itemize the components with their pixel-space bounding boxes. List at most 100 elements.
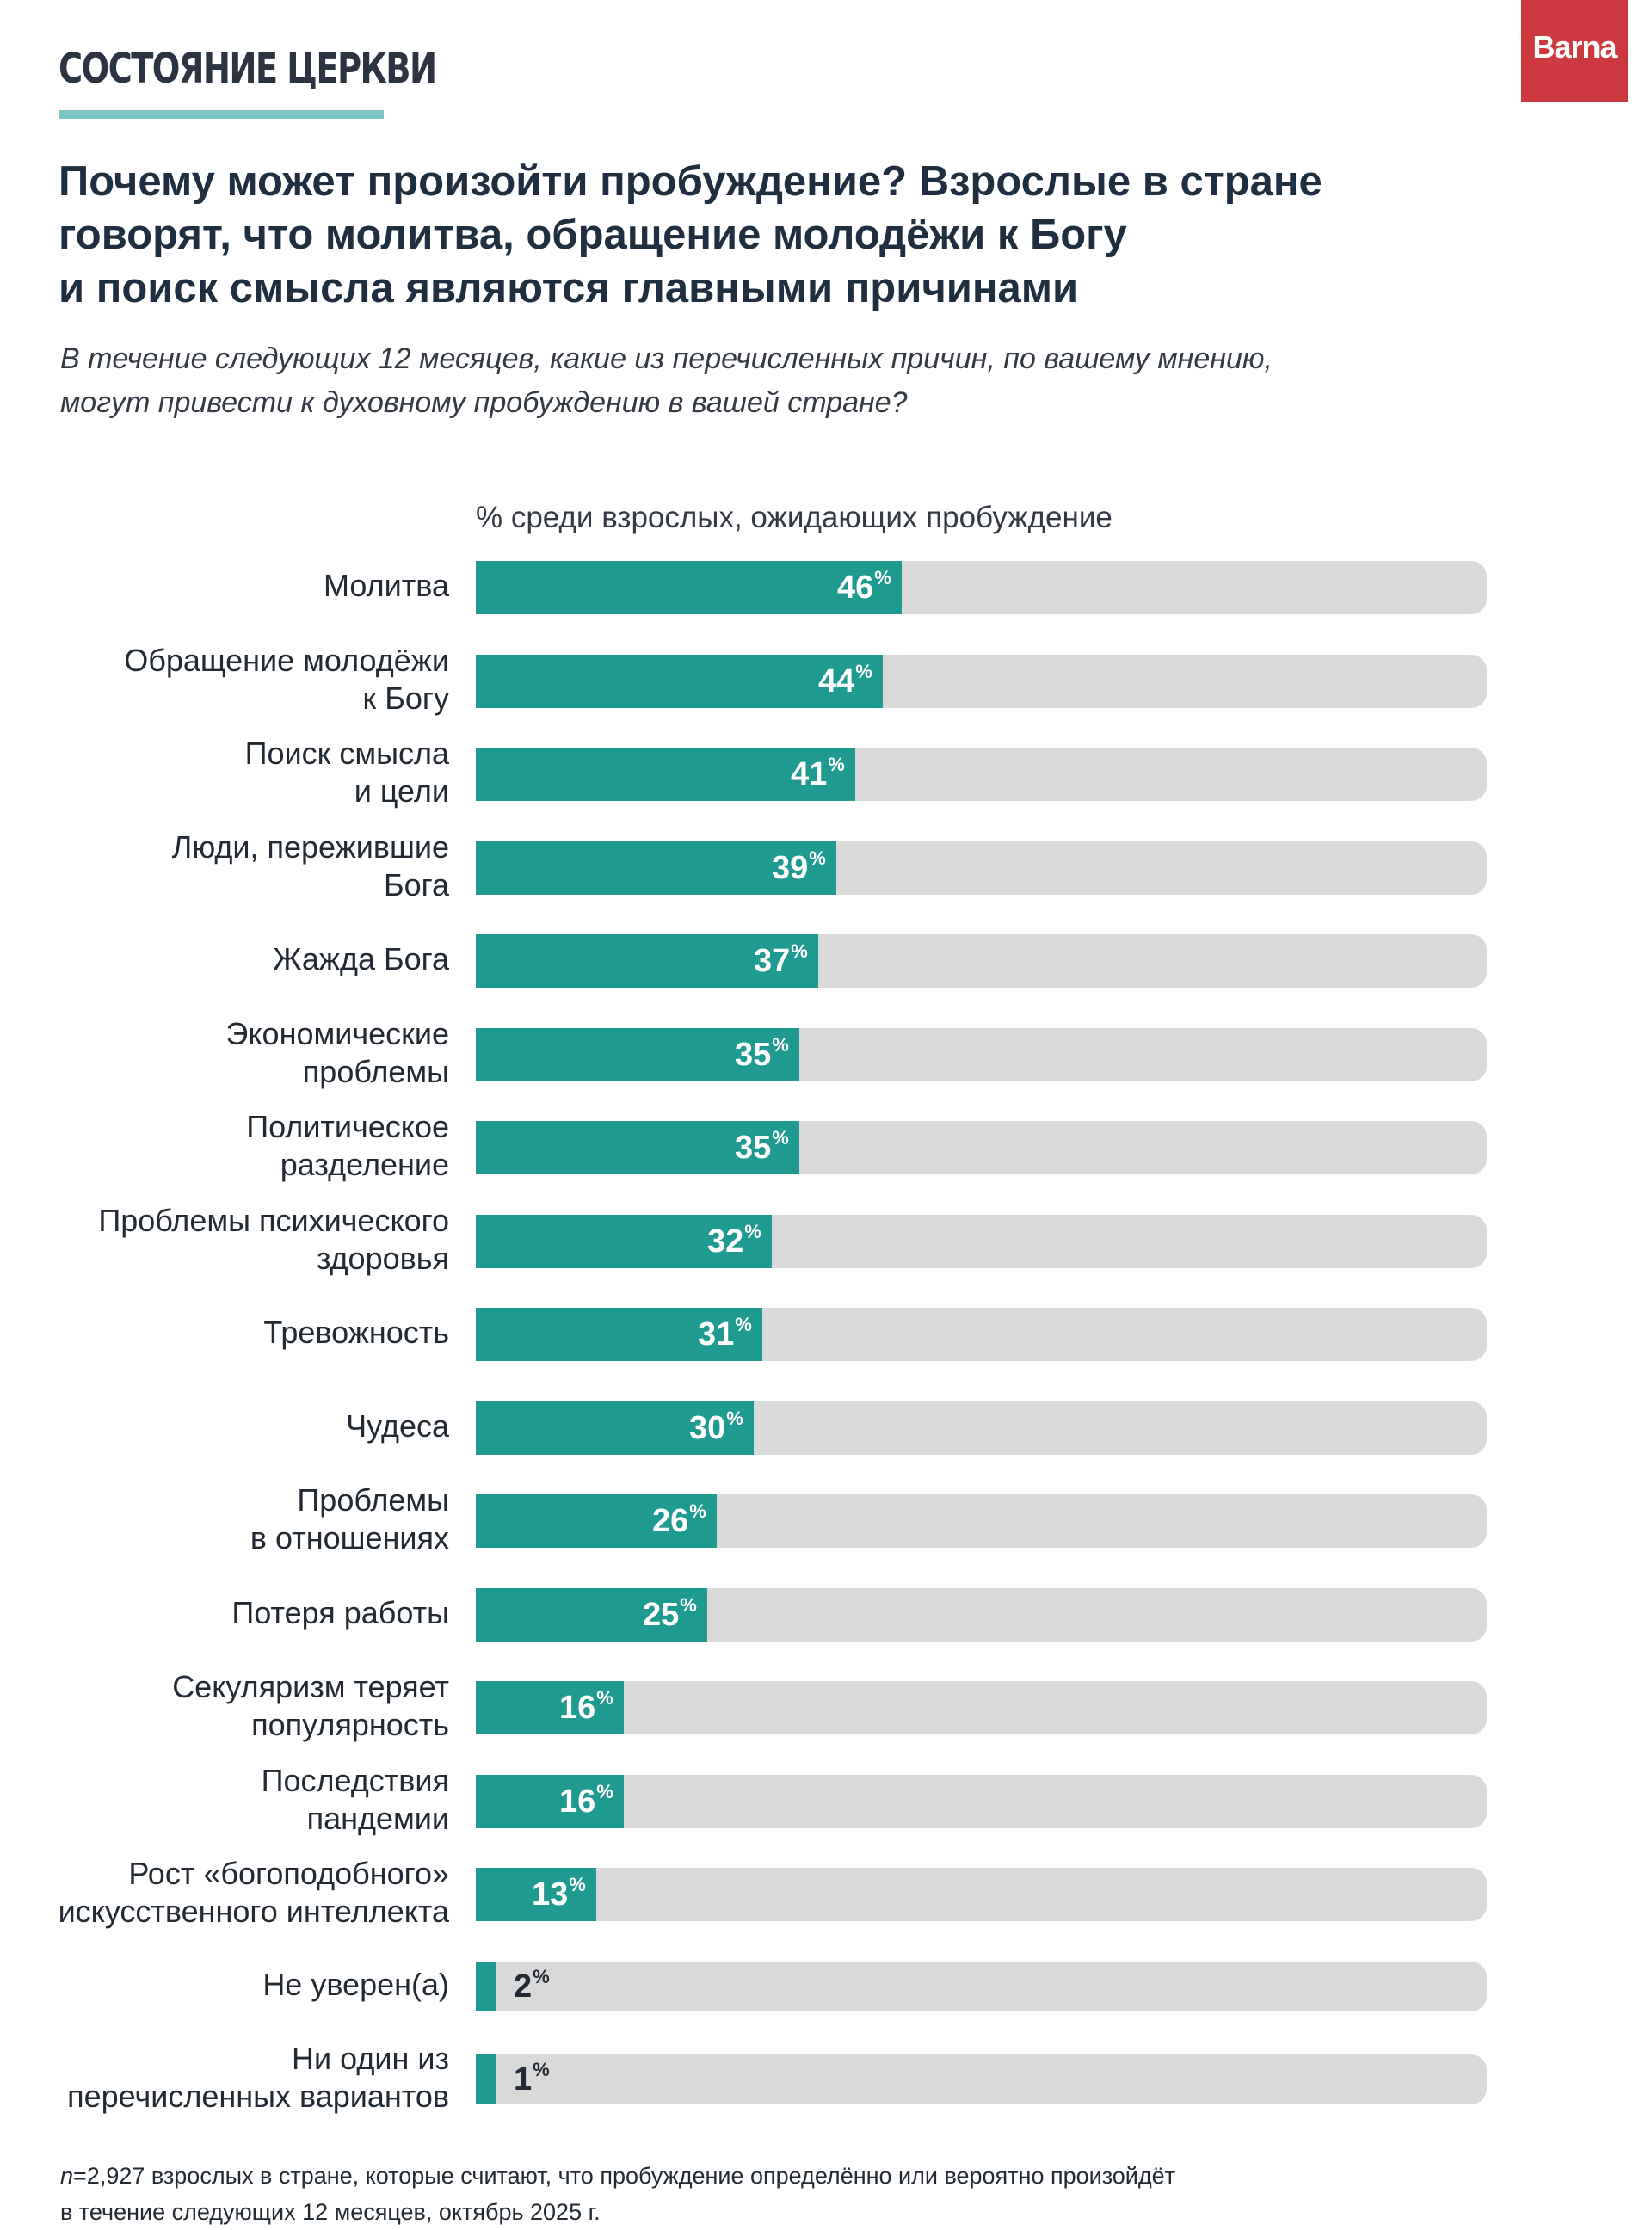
category-label-line: здоровья bbox=[316, 1241, 449, 1276]
data-label-number: 25 bbox=[643, 1597, 680, 1633]
category-label-line: Политическое bbox=[246, 1109, 449, 1144]
bar bbox=[476, 1308, 762, 1361]
sample-footnote: n=2,927 взрослых в стране, которые счита… bbox=[60, 2158, 1523, 2230]
category-label-line: Последствия bbox=[261, 1763, 449, 1798]
data-label-unit: % bbox=[855, 661, 872, 682]
data-label: 30% bbox=[689, 1408, 743, 1447]
category-label-line: искусственного интеллекта bbox=[58, 1894, 449, 1929]
data-label-unit: % bbox=[596, 1781, 613, 1802]
data-label: 37% bbox=[754, 940, 808, 980]
data-label-unit: % bbox=[689, 1500, 706, 1522]
data-label-unit: % bbox=[596, 1687, 613, 1709]
category-label-line: Ни один из bbox=[292, 2041, 449, 2076]
data-label-number: 44 bbox=[818, 663, 855, 699]
data-label: 16% bbox=[559, 1781, 613, 1820]
data-label-unit: % bbox=[533, 2059, 550, 2080]
category-label-line: проблемы bbox=[302, 1054, 449, 1089]
category-label-line: Обращение молодёжи bbox=[124, 643, 449, 678]
data-label-number: 41 bbox=[791, 756, 828, 792]
survey-question: В течение следующих 12 месяцев, какие из… bbox=[60, 337, 1575, 425]
data-label: 16% bbox=[559, 1687, 613, 1727]
bar bbox=[476, 1215, 772, 1268]
bar bbox=[476, 655, 883, 708]
data-label-number: 46 bbox=[837, 570, 874, 606]
data-label: 1% bbox=[514, 2059, 550, 2098]
data-label-number: 13 bbox=[532, 1876, 569, 1913]
data-label-unit: % bbox=[744, 1221, 761, 1242]
data-label: 25% bbox=[643, 1594, 697, 1634]
data-label-number: 37 bbox=[754, 943, 791, 979]
series-tag-underline bbox=[59, 110, 384, 119]
category-label-line: Жажда Бога bbox=[273, 941, 449, 976]
category-label: Проблемы в отношениях bbox=[52, 1482, 449, 1557]
category-label-line: Проблемы психического bbox=[98, 1203, 449, 1238]
title-line: и поиск смысла являются главными причина… bbox=[59, 265, 1079, 311]
data-label-unit: % bbox=[569, 1874, 586, 1895]
bar bbox=[476, 1962, 496, 2011]
bar bbox=[476, 1494, 717, 1548]
data-label: 39% bbox=[772, 847, 826, 887]
footnote-line: в течение следующих 12 месяцев, октябрь … bbox=[60, 2199, 601, 2225]
category-label-line: Проблемы bbox=[297, 1482, 449, 1518]
bar bbox=[476, 934, 818, 988]
category-label-line: популярность bbox=[251, 1707, 449, 1742]
bar bbox=[476, 1775, 624, 1828]
bar bbox=[476, 561, 902, 614]
category-label: Обращение молодёжи к Богу bbox=[52, 642, 449, 718]
category-label-line: Тревожность bbox=[263, 1315, 449, 1350]
title-line: Почему может произойти пробуждение? Взро… bbox=[59, 158, 1322, 205]
category-label-line: Экономические bbox=[225, 1016, 449, 1051]
bar-track bbox=[476, 1868, 1487, 1921]
data-label-number: 32 bbox=[707, 1223, 744, 1260]
data-label: 35% bbox=[735, 1034, 789, 1074]
category-label-line: перечисленных вариантов bbox=[67, 2079, 449, 2114]
data-label-number: 16 bbox=[559, 1783, 596, 1820]
category-label: Чудеса bbox=[52, 1408, 449, 1445]
bar bbox=[476, 1681, 624, 1734]
category-label-line: и цели bbox=[354, 773, 449, 809]
series-tag: СОСТОЯНИЕ ЦЕРКВИ bbox=[59, 45, 437, 93]
category-label: Потеря работы bbox=[52, 1594, 449, 1632]
bar bbox=[476, 841, 836, 895]
data-label: 35% bbox=[735, 1127, 789, 1167]
bar bbox=[476, 1028, 799, 1081]
data-label-unit: % bbox=[809, 847, 826, 869]
question-line: В течение следующих 12 месяцев, какие из… bbox=[60, 342, 1273, 375]
category-label-line: в отношениях bbox=[250, 1520, 449, 1555]
data-label-number: 39 bbox=[772, 850, 809, 886]
data-label-number: 2 bbox=[514, 1968, 533, 2005]
data-label: 41% bbox=[791, 754, 845, 793]
data-label: 46% bbox=[837, 567, 891, 607]
bar bbox=[476, 1868, 596, 1921]
category-label-line: Люди, пережившие bbox=[171, 829, 449, 865]
data-label-number: 1 bbox=[514, 2061, 533, 2098]
brand-logo: Barna bbox=[1521, 0, 1628, 102]
category-label: Ни один из перечисленных вариантов bbox=[52, 2040, 449, 2116]
category-label: Рост «богоподобного» искусственного интел… bbox=[52, 1855, 449, 1931]
category-label-line: Рост «богоподобного» bbox=[128, 1856, 449, 1891]
bar-track bbox=[476, 2054, 1487, 2104]
category-label: Молитва bbox=[52, 567, 449, 605]
category-label: Люди, пережившие Бога bbox=[52, 829, 449, 904]
category-label-line: разделение bbox=[280, 1147, 449, 1182]
data-label: 13% bbox=[532, 1874, 586, 1913]
data-label: 44% bbox=[818, 661, 872, 700]
data-label-unit: % bbox=[726, 1408, 743, 1429]
category-label: Политическое разделение bbox=[52, 1108, 449, 1184]
category-label-line: к Богу bbox=[362, 681, 449, 716]
data-label-number: 30 bbox=[689, 1410, 726, 1446]
data-label: 31% bbox=[698, 1314, 752, 1353]
category-label: Тревожность bbox=[52, 1314, 449, 1352]
bar bbox=[476, 2054, 496, 2104]
question-line: могут привести к духовному пробуждению в… bbox=[60, 386, 908, 419]
sample-size-symbol: n bbox=[60, 2163, 74, 2189]
data-label-unit: % bbox=[680, 1594, 697, 1616]
category-label-line: Поиск смысла bbox=[244, 736, 449, 771]
category-label-line: Не уверен(а) bbox=[262, 1967, 449, 2002]
category-label-line: Секуляризм теряет bbox=[172, 1669, 449, 1704]
data-label-number: 35 bbox=[735, 1037, 772, 1073]
data-label: 2% bbox=[514, 1966, 550, 2005]
bar bbox=[476, 1588, 707, 1642]
footnote-line: n=2,927 взрослых в стране, которые счита… bbox=[60, 2158, 1523, 2194]
data-label-unit: % bbox=[828, 754, 845, 775]
